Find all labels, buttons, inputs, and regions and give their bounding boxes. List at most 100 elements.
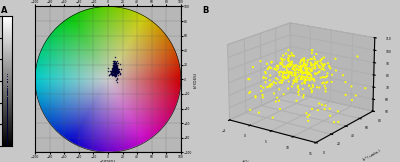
Point: [4, 119, 10, 122]
Point: [4, 117, 10, 120]
Point: [4, 124, 10, 126]
Point: [4, 106, 10, 108]
Point: [4, 108, 10, 110]
Point: [111, 67, 117, 70]
Point: [4, 145, 10, 147]
Point: [110, 67, 117, 69]
Point: [4, 117, 10, 119]
Point: [4, 124, 10, 126]
Point: [113, 67, 119, 69]
Point: [4, 129, 10, 131]
Point: [109, 72, 115, 75]
Point: [113, 68, 119, 71]
Point: [4, 118, 10, 121]
Point: [114, 64, 120, 67]
Point: [4, 102, 10, 105]
Point: [4, 94, 10, 97]
Point: [4, 145, 10, 147]
Point: [110, 64, 116, 67]
Point: [4, 100, 10, 102]
Point: [4, 145, 10, 147]
Point: [113, 67, 119, 70]
Point: [4, 104, 10, 107]
Point: [4, 92, 10, 95]
Point: [4, 142, 10, 145]
Point: [4, 113, 10, 116]
Point: [4, 108, 10, 111]
Point: [4, 80, 10, 82]
Point: [111, 66, 118, 69]
Point: [4, 117, 10, 120]
Point: [4, 124, 10, 127]
Point: [110, 69, 117, 72]
Point: [112, 63, 118, 65]
Point: [4, 144, 10, 147]
Point: [108, 71, 115, 74]
Point: [4, 108, 10, 111]
Point: [4, 126, 10, 129]
Point: [113, 61, 120, 64]
Point: [111, 70, 118, 72]
Point: [114, 72, 120, 74]
Point: [4, 133, 10, 135]
Point: [111, 65, 118, 68]
Point: [110, 74, 116, 77]
Point: [4, 145, 10, 147]
Point: [4, 113, 10, 116]
Point: [4, 92, 10, 94]
Point: [110, 72, 116, 75]
Point: [4, 97, 10, 99]
Point: [110, 69, 117, 71]
Point: [4, 145, 10, 147]
Point: [4, 121, 10, 123]
Point: [4, 119, 10, 121]
Point: [4, 108, 10, 111]
Point: [4, 115, 10, 117]
Point: [110, 62, 117, 64]
Point: [108, 69, 114, 72]
Point: [4, 93, 10, 96]
Point: [112, 62, 119, 65]
Point: [4, 145, 10, 147]
Point: [112, 70, 119, 73]
Point: [4, 119, 10, 122]
Point: [4, 123, 10, 125]
Point: [4, 139, 10, 142]
Point: [4, 142, 10, 145]
Point: [4, 127, 10, 129]
Point: [4, 112, 10, 115]
Point: [112, 64, 119, 67]
Point: [4, 86, 10, 89]
Point: [4, 139, 10, 141]
Point: [112, 72, 118, 75]
Point: [4, 121, 10, 123]
Point: [4, 117, 10, 119]
Point: [4, 107, 10, 110]
Point: [112, 74, 119, 77]
Point: [4, 123, 10, 125]
Point: [4, 113, 10, 115]
Point: [4, 91, 10, 94]
Point: [111, 71, 118, 74]
Point: [4, 99, 10, 101]
Point: [112, 64, 119, 67]
Point: [4, 138, 10, 140]
Point: [109, 69, 115, 72]
Point: [4, 137, 10, 140]
Point: [4, 133, 10, 136]
Point: [109, 66, 115, 69]
Point: [113, 70, 120, 72]
Point: [4, 117, 10, 120]
Point: [4, 100, 10, 103]
Point: [114, 70, 120, 73]
Point: [112, 66, 118, 69]
Point: [4, 116, 10, 119]
Point: [4, 107, 10, 109]
Point: [4, 145, 10, 147]
Point: [4, 118, 10, 121]
Point: [4, 116, 10, 119]
Point: [4, 126, 10, 128]
Point: [4, 110, 10, 113]
Point: [4, 81, 10, 83]
Point: [116, 69, 122, 72]
